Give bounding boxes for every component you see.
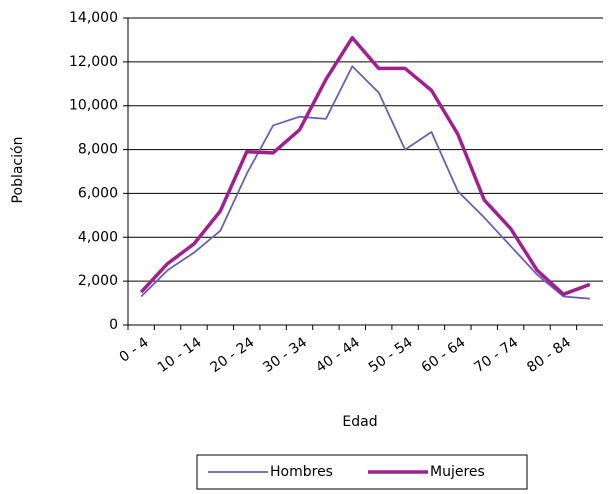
x-tick-label: 70 - 74 <box>471 334 521 376</box>
legend-label: Mujeres <box>430 464 485 480</box>
series-line <box>139 35 591 297</box>
y-tick-label: 14,000 <box>69 10 118 26</box>
x-tick-label: 50 - 54 <box>366 334 416 376</box>
y-tick-label: 0 <box>109 317 118 333</box>
legend-label: Hombres <box>270 464 333 480</box>
x-tick-label: 0 - 4 <box>117 334 152 365</box>
x-axis-label: Edad <box>342 414 377 430</box>
x-tick-label: 10 - 14 <box>155 334 205 376</box>
legend-box <box>196 454 528 490</box>
y-tick-label: 4,000 <box>78 229 118 245</box>
y-tick-label: 8,000 <box>78 142 118 158</box>
y-tick-label: 10,000 <box>69 98 118 114</box>
x-tick-label: 20 - 24 <box>208 334 258 376</box>
series-line <box>140 65 590 300</box>
y-tick-label: 6,000 <box>78 185 118 201</box>
x-tick-label: 30 - 34 <box>260 334 310 376</box>
x-tick-label: 60 - 64 <box>419 334 469 376</box>
y-axis-label: Población <box>10 137 26 204</box>
x-tick-label: 80 - 84 <box>524 334 574 376</box>
y-tick-label: 12,000 <box>69 54 118 70</box>
y-tick-label: 2,000 <box>78 273 118 289</box>
x-tick-label: 40 - 44 <box>313 334 363 376</box>
